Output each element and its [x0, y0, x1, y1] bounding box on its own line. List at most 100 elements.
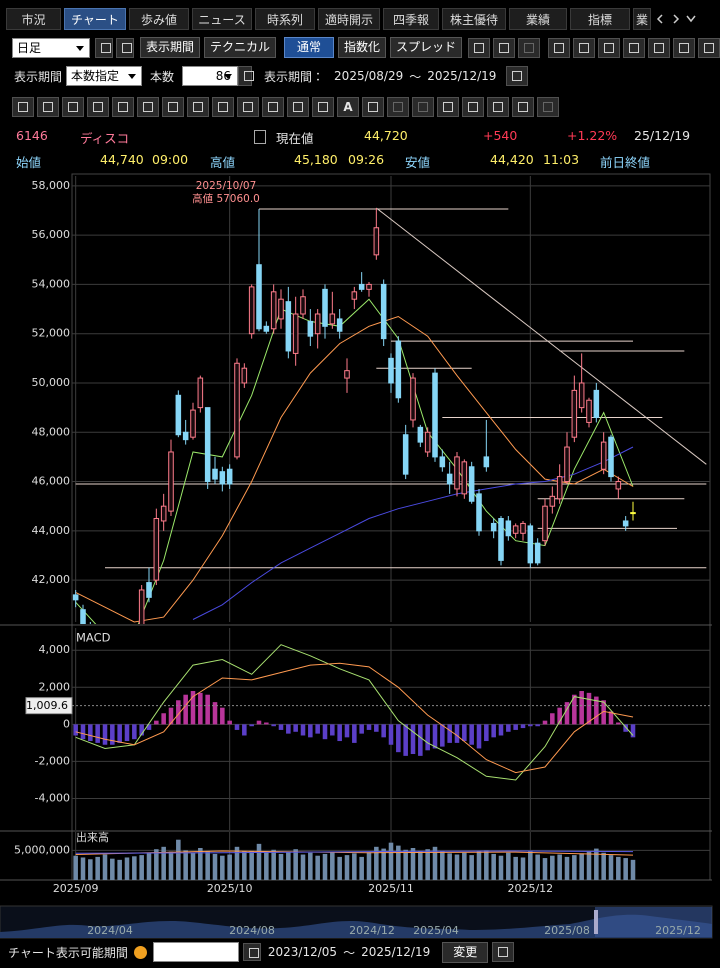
- text-tool[interactable]: A: [337, 97, 359, 117]
- tab[interactable]: ニュース: [192, 8, 252, 30]
- navigator-window[interactable]: [595, 907, 712, 937]
- change-button[interactable]: 変更: [442, 941, 489, 963]
- tool-icon[interactable]: [87, 97, 109, 117]
- tab[interactable]: 業績: [509, 8, 567, 30]
- histogram-bar: [190, 691, 196, 725]
- histogram-bar: [366, 724, 372, 730]
- add-icon[interactable]: [468, 37, 491, 58]
- area-icon[interactable]: [673, 37, 696, 58]
- tool-icon[interactable]: [412, 97, 434, 117]
- tool-icon[interactable]: [162, 97, 184, 117]
- zoom-out-icon[interactable]: [518, 37, 541, 58]
- tool-icon[interactable]: [12, 97, 34, 117]
- candle-body: [520, 522, 526, 534]
- candle-body: [153, 518, 160, 581]
- low: 44,420: [490, 152, 534, 167]
- reset-icon[interactable]: [492, 942, 515, 962]
- count-input[interactable]: 86: [182, 66, 239, 86]
- y-tick-label: -2,000: [35, 754, 70, 767]
- macd-title: MACD: [76, 631, 111, 645]
- histogram-bar: [528, 724, 533, 727]
- candle-body: [175, 394, 182, 436]
- tab[interactable]: 適時開示: [318, 8, 380, 30]
- volume-bar: [227, 854, 232, 880]
- date-input[interactable]: [152, 942, 239, 962]
- y-tick-label: 52,000: [32, 327, 71, 340]
- tab[interactable]: 株主優待: [442, 8, 506, 30]
- range-select[interactable]: 本数指定: [66, 66, 143, 86]
- high-label: 高値: [210, 155, 236, 170]
- tool-icon[interactable]: [512, 97, 534, 117]
- tool-icon[interactable]: [237, 97, 259, 117]
- tab[interactable]: 歩み値: [129, 8, 189, 30]
- volume-bar: [476, 850, 482, 880]
- zoom-in-icon[interactable]: [493, 37, 516, 58]
- volume-bar: [432, 846, 438, 880]
- tool-icon[interactable]: [137, 97, 159, 117]
- mode-button[interactable]: 指数化: [338, 37, 387, 58]
- tool-icon[interactable]: [262, 97, 284, 117]
- histogram-bar: [454, 724, 460, 743]
- open: 44,740: [100, 152, 144, 167]
- technical-button[interactable]: テクニカル: [204, 37, 277, 58]
- period-end: 2025/12/19: [427, 69, 497, 83]
- histogram-bar: [146, 724, 152, 730]
- tool-icon[interactable]: [362, 97, 384, 117]
- mode-button[interactable]: スプレッド: [390, 37, 463, 58]
- tool-icon[interactable]: [387, 97, 409, 117]
- candle-body: [527, 525, 534, 564]
- tool-icon[interactable]: [112, 97, 134, 117]
- candle-body: [358, 283, 365, 290]
- price-label: 現在値: [276, 131, 314, 146]
- candle-body: [556, 476, 563, 500]
- tool-icon[interactable]: [487, 97, 509, 117]
- candle-body: [490, 522, 497, 532]
- histogram-bar: [403, 724, 408, 756]
- volume-bar: [484, 850, 489, 880]
- volume-bar: [374, 846, 379, 880]
- signal-icon[interactable]: [573, 37, 596, 58]
- histogram-bar: [271, 724, 276, 727]
- tool-icon[interactable]: [37, 97, 59, 117]
- candle-body: [219, 471, 226, 485]
- tool-icon[interactable]: [462, 97, 484, 117]
- prev-button[interactable]: [95, 37, 113, 58]
- period-label: 表示期間：: [264, 69, 325, 84]
- tab[interactable]: チャート: [64, 8, 126, 30]
- tab[interactable]: 業: [633, 8, 651, 30]
- volume-bar: [498, 855, 504, 880]
- tool-icon[interactable]: [437, 97, 459, 117]
- volume-bar: [146, 852, 152, 880]
- tab[interactable]: 四季報: [383, 8, 439, 30]
- next-button[interactable]: [116, 37, 134, 58]
- yen-icon[interactable]: [598, 37, 621, 58]
- period-button[interactable]: 表示期間: [140, 37, 201, 58]
- tool-icon[interactable]: [287, 97, 309, 117]
- histogram-bar: [154, 720, 159, 725]
- calendar-icon[interactable]: [242, 943, 261, 961]
- histogram-bar: [212, 702, 218, 725]
- tool-icon[interactable]: [537, 97, 559, 117]
- histogram-bar: [608, 711, 614, 725]
- period-select[interactable]: 日足: [12, 37, 90, 58]
- my-icon[interactable]: [648, 37, 671, 58]
- tool-icon[interactable]: [312, 97, 334, 117]
- tab[interactable]: 市況: [6, 8, 61, 30]
- mode-button[interactable]: 通常: [284, 37, 335, 58]
- tool-icon[interactable]: [62, 97, 84, 117]
- candle-body: [468, 466, 475, 502]
- tab[interactable]: 指標: [570, 8, 630, 30]
- tool-icon[interactable]: [212, 97, 234, 117]
- tab-arrows[interactable]: [654, 8, 700, 30]
- count-spinner[interactable]: [238, 66, 255, 86]
- reset-icon[interactable]: [506, 66, 529, 86]
- navigator-handle[interactable]: [594, 910, 598, 934]
- candle-body: [476, 493, 482, 532]
- histogram-bar: [418, 724, 423, 756]
- info-icon[interactable]: [623, 37, 646, 58]
- tab[interactable]: 時系列: [255, 8, 315, 30]
- histogram-bar: [476, 724, 482, 749]
- pen-icon[interactable]: [548, 37, 571, 58]
- tool-icon[interactable]: [187, 97, 209, 117]
- volume-bar: [176, 839, 181, 880]
